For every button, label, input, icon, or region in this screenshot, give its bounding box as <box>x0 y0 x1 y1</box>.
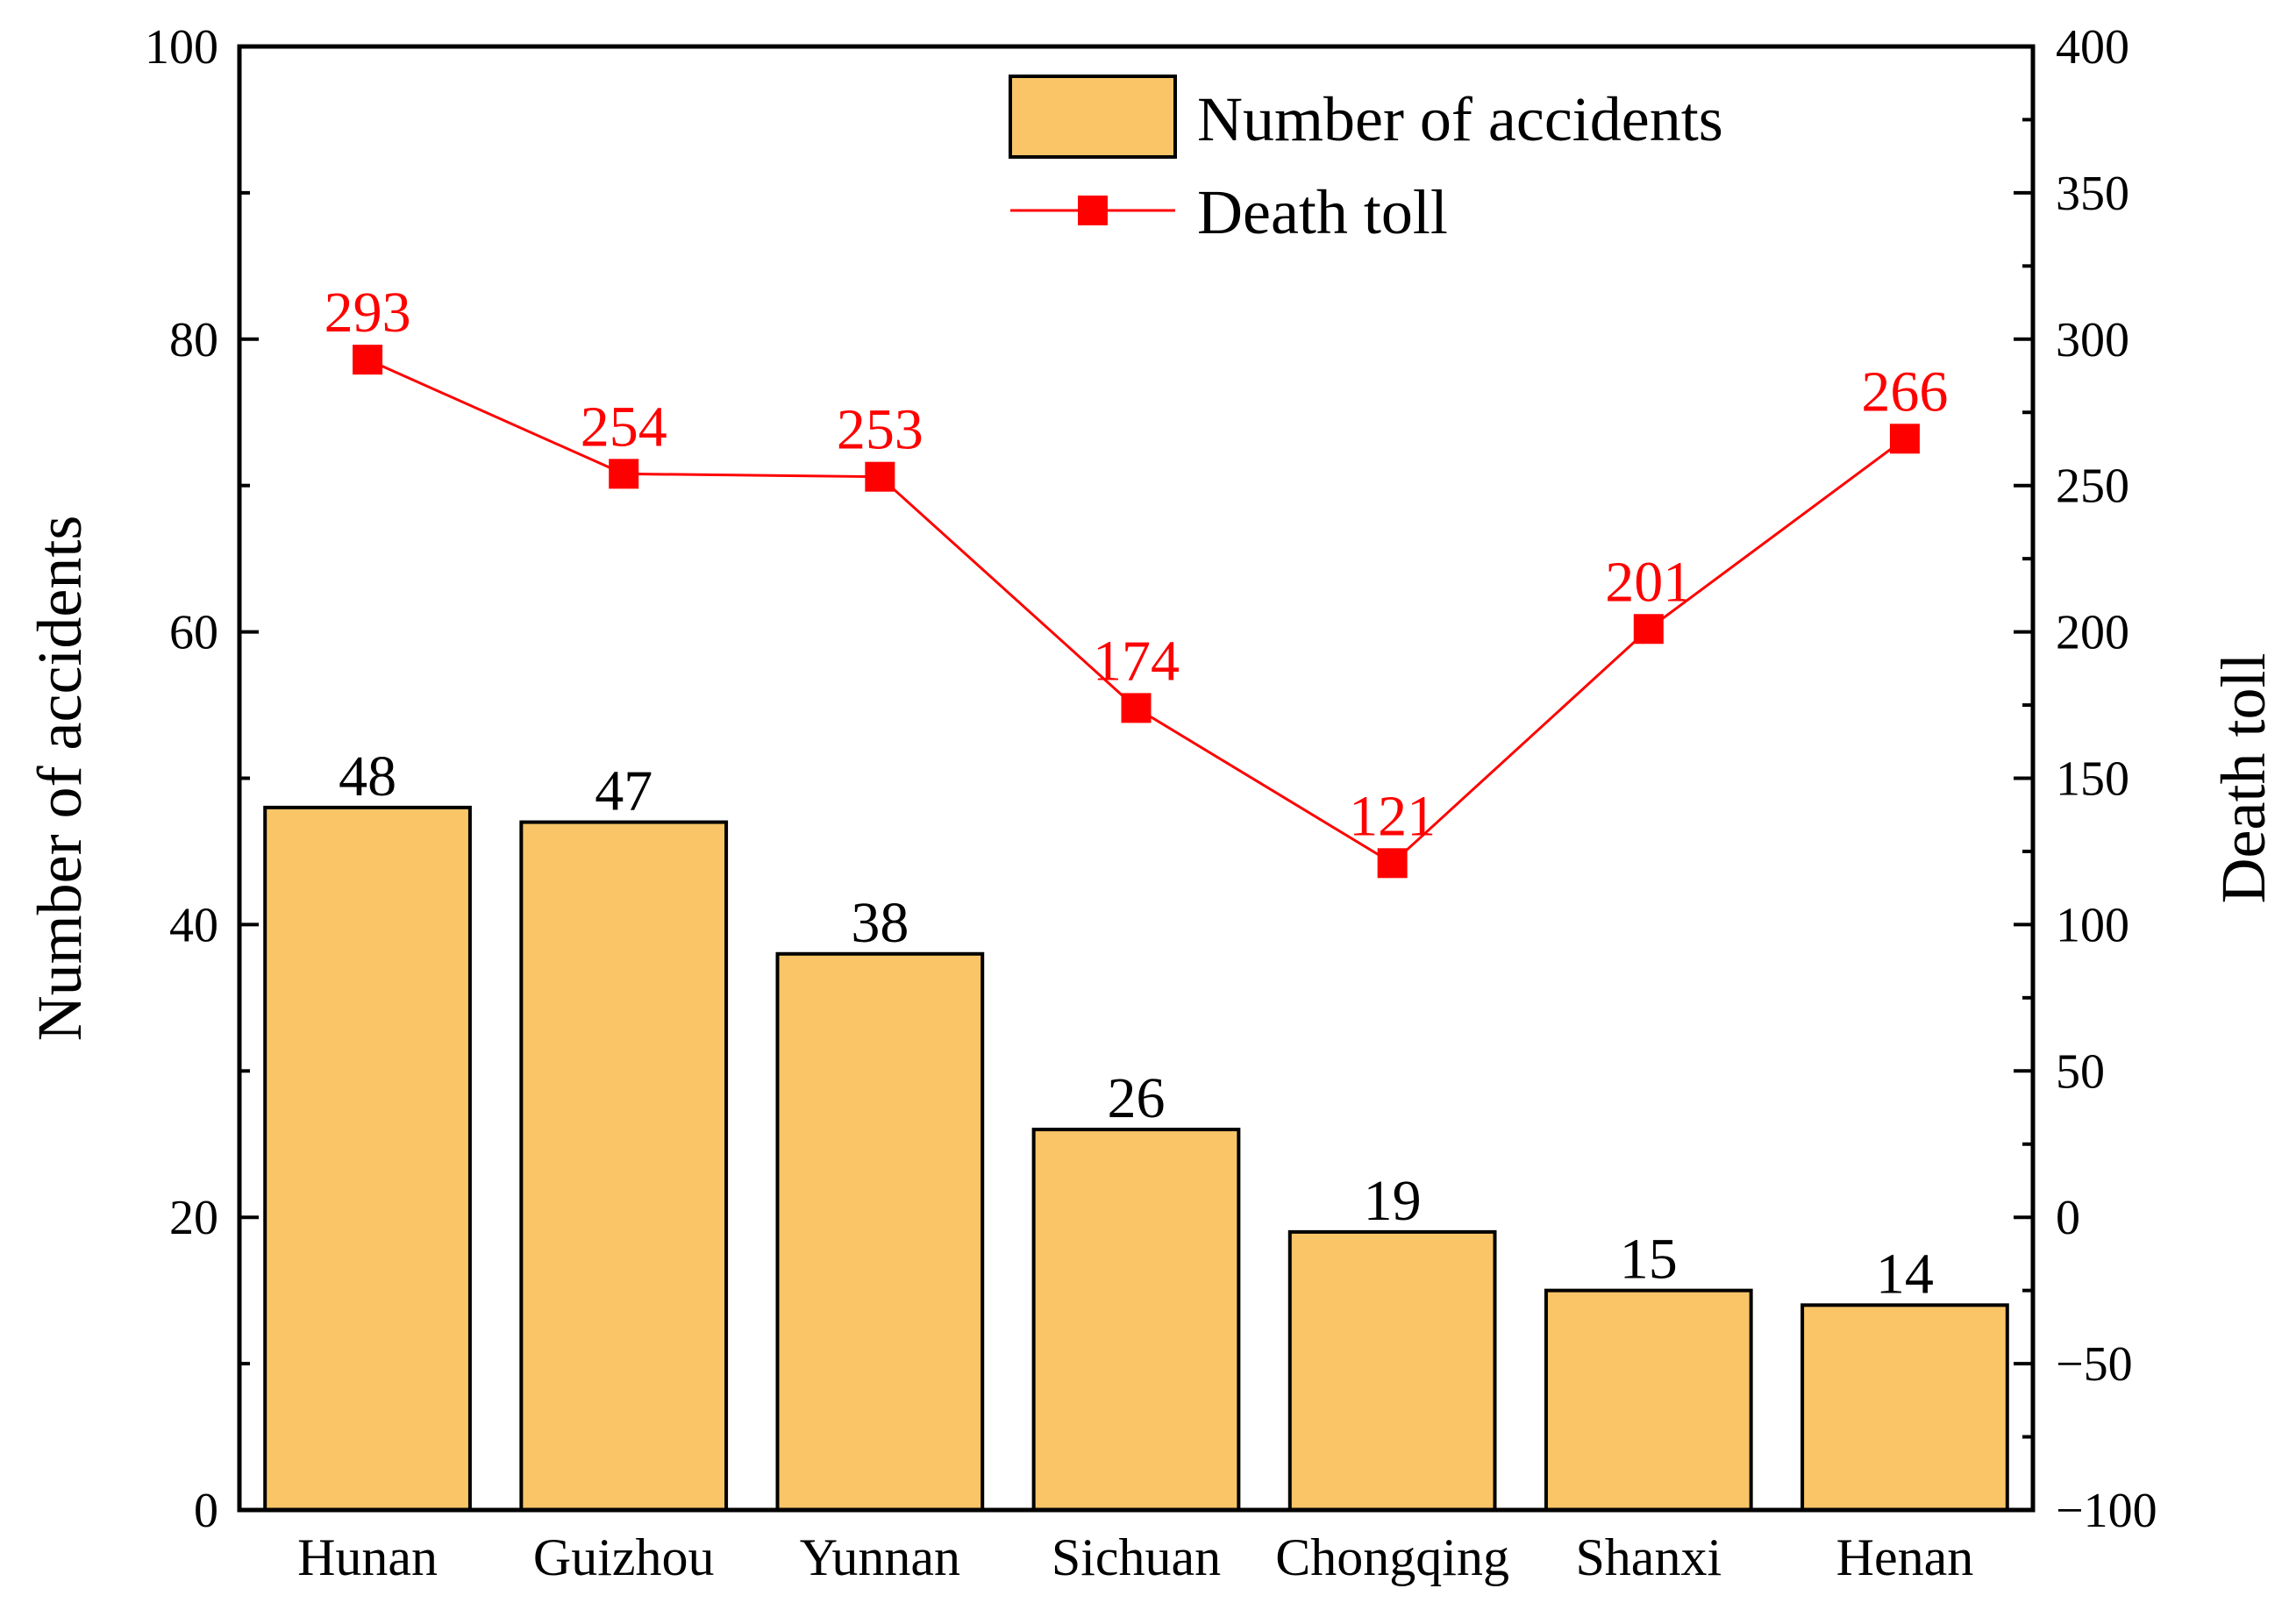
line-layer: 293 254 253 174 121 201 266 <box>324 281 1948 879</box>
y-right-tick-label: −100 <box>2056 1484 2157 1538</box>
y-right-tick-label: 350 <box>2056 167 2129 221</box>
death-toll-marker <box>1377 848 1408 879</box>
bar-value-label: 38 <box>851 891 909 955</box>
bar-chongqing <box>1287 1229 1497 1512</box>
death-toll-marker <box>1121 693 1152 723</box>
x-tick-label: Sichuan <box>1052 1528 1221 1586</box>
legend-label-accidents: Number of accidents <box>1197 84 1723 154</box>
death-toll-marker <box>1889 424 1920 454</box>
death-toll-value-label: 254 <box>581 395 667 459</box>
y-left-tick-label: 100 <box>145 20 218 75</box>
bar-value-label: 19 <box>1364 1169 1422 1233</box>
death-toll-value-label: 121 <box>1349 784 1436 848</box>
x-tick-label: Yunnan <box>800 1528 960 1586</box>
y-left-tick-label: 40 <box>169 898 218 952</box>
legend-marker-death-toll <box>1078 196 1108 225</box>
death-toll-value-label: 174 <box>1093 629 1180 693</box>
death-toll-value-label: 266 <box>1861 360 1948 424</box>
y-right-tick-label: 200 <box>2056 606 2129 660</box>
bar-hunan <box>263 805 472 1512</box>
bar-sichuan <box>1031 1128 1241 1513</box>
bars-layer: 48 47 38 26 19 15 14 <box>263 744 2009 1513</box>
death-toll-value-label: 253 <box>837 398 923 462</box>
y-right-tick-label: 400 <box>2056 20 2129 75</box>
bar-value-label: 26 <box>1108 1066 1166 1130</box>
y-right-tick-label: 300 <box>2056 313 2129 367</box>
x-tick-label: Chongqing <box>1275 1528 1509 1586</box>
death-toll-marker <box>609 459 639 489</box>
y-right-tick-label: −50 <box>2056 1337 2133 1392</box>
bar-value-label: 47 <box>595 759 652 823</box>
x-tick-label: Guizhou <box>533 1528 715 1586</box>
death-toll-marker <box>865 461 895 492</box>
x-tick-label: Shanxi <box>1575 1528 1722 1586</box>
legend-swatch-accidents <box>1009 75 1177 159</box>
y-axis-left-title: Number of accidents <box>25 516 95 1042</box>
y-right-tick-label: 50 <box>2056 1044 2105 1099</box>
death-toll-marker <box>1633 614 1664 645</box>
y-right-tick-label: 0 <box>2056 1191 2080 1245</box>
bar-value-label: 14 <box>1876 1242 1934 1306</box>
death-toll-value-label: 201 <box>1605 550 1692 614</box>
bar-shanxi <box>1544 1288 1753 1513</box>
death-toll-marker <box>353 345 383 375</box>
y-left-tick-label: 0 <box>194 1484 218 1538</box>
legend: Number of accidents Death toll <box>1009 75 1723 247</box>
bar-yunnan <box>775 951 985 1512</box>
bar-henan <box>1801 1303 2009 1512</box>
y-right-tick-label: 100 <box>2056 898 2129 952</box>
x-tick-label: Henan <box>1836 1528 1974 1586</box>
y-left-tick-label: 20 <box>169 1191 218 1245</box>
y-axis-right-title: Death toll <box>2208 653 2278 904</box>
x-tick-label: Hunan <box>297 1528 438 1586</box>
death-toll-value-label: 293 <box>324 281 411 345</box>
y-left-tick-label: 60 <box>169 606 218 660</box>
bar-value-label: 15 <box>1620 1228 1678 1292</box>
axes-layer: 0 20 40 60 80 100 −100 −50 0 50 100 150 200 250 300 350… <box>145 20 2157 1586</box>
legend-label-death-toll: Death toll <box>1197 177 1448 247</box>
y-right-tick-label: 250 <box>2056 459 2129 514</box>
y-left-tick-label: 80 <box>169 313 218 367</box>
bar-value-label: 48 <box>339 744 396 808</box>
y-right-tick-label: 150 <box>2056 752 2129 807</box>
bar-guizhou <box>519 820 729 1512</box>
